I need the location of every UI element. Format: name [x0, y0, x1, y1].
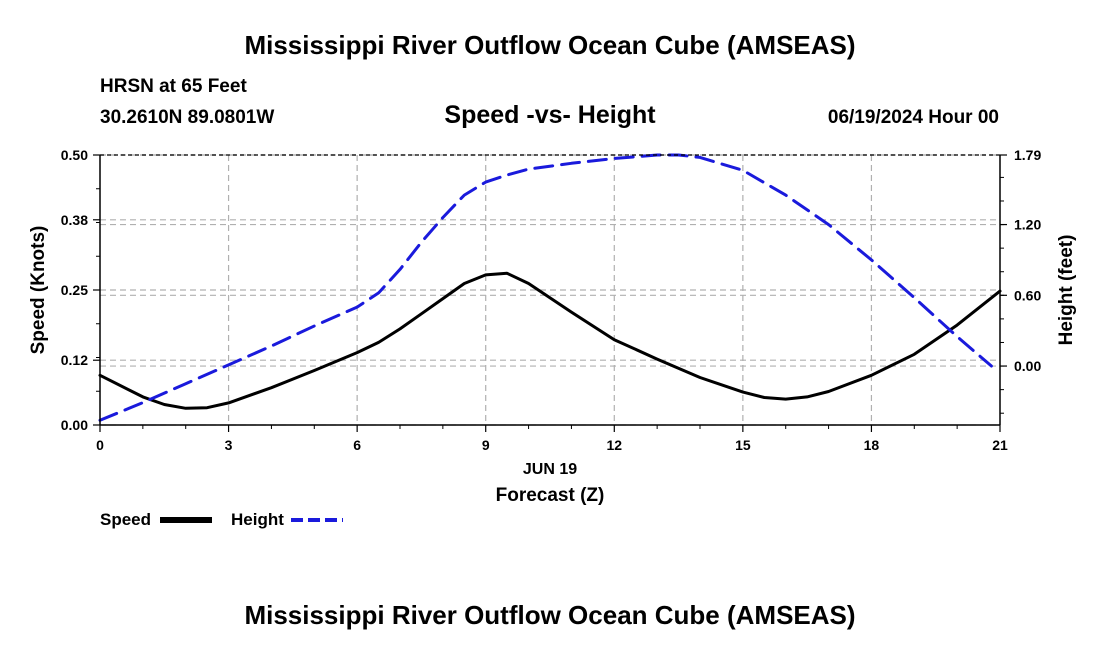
x-axis-title: Forecast (Z)	[496, 485, 605, 506]
x-tick-label: 21	[992, 437, 1008, 453]
y2-axis-title: Height (feet)	[1056, 235, 1077, 346]
x-tick-label: 0	[96, 437, 104, 453]
legend-speed-swatch	[160, 517, 212, 523]
x-tick-label: 6	[353, 437, 361, 453]
y2-tick-label: 0.60	[1014, 287, 1041, 303]
x-axis-date-label: JUN 19	[523, 461, 577, 478]
y-tick-label: 0.25	[61, 282, 88, 298]
y-tick-label: 0.50	[61, 147, 88, 163]
y2-tick-label: 1.79	[1014, 147, 1041, 163]
y2-tick-label: 0.00	[1014, 358, 1041, 374]
series-line-speed	[98, 271, 1002, 410]
x-tick-label: 15	[735, 437, 751, 453]
y-tick-label: 0.12	[61, 352, 88, 368]
y-tick-label: 0.00	[61, 417, 88, 433]
x-tick-label: 12	[606, 437, 622, 453]
series-lines	[98, 153, 1002, 422]
x-tick-label: 3	[225, 437, 233, 453]
legend-speed-label: Speed	[100, 510, 152, 529]
forecast-datetime: 06/19/2024 Hour 00	[827, 107, 999, 128]
tick-labels: 0 3 6 9 12 15 18 21 0.00 0.12 0.25 0.38 0.50 0.00 0.60…	[61, 147, 1042, 453]
x-tick-label: 9	[482, 437, 490, 453]
page-title: Mississippi River Outflow Ocean Cube (AM…	[244, 30, 856, 60]
y-tick-label: 0.38	[61, 212, 88, 228]
station-label: HRSN at 65 Feet	[100, 76, 247, 97]
footer-title: Mississippi River Outflow Ocean Cube (AM…	[244, 600, 856, 630]
grid-lines	[100, 154, 1000, 426]
chart-subtitle: Speed -vs- Height	[444, 101, 656, 129]
y-axis-title: Speed (Knots)	[28, 226, 49, 355]
coordinates-label: 30.2610N 89.0801W	[100, 107, 275, 128]
axes	[93, 154, 1007, 432]
x-tick-label: 18	[864, 437, 880, 453]
series-line-height	[98, 153, 993, 422]
legend-height-swatch	[291, 518, 343, 522]
y2-tick-label: 1.20	[1014, 217, 1041, 233]
legend-height-label: Height	[231, 510, 284, 529]
